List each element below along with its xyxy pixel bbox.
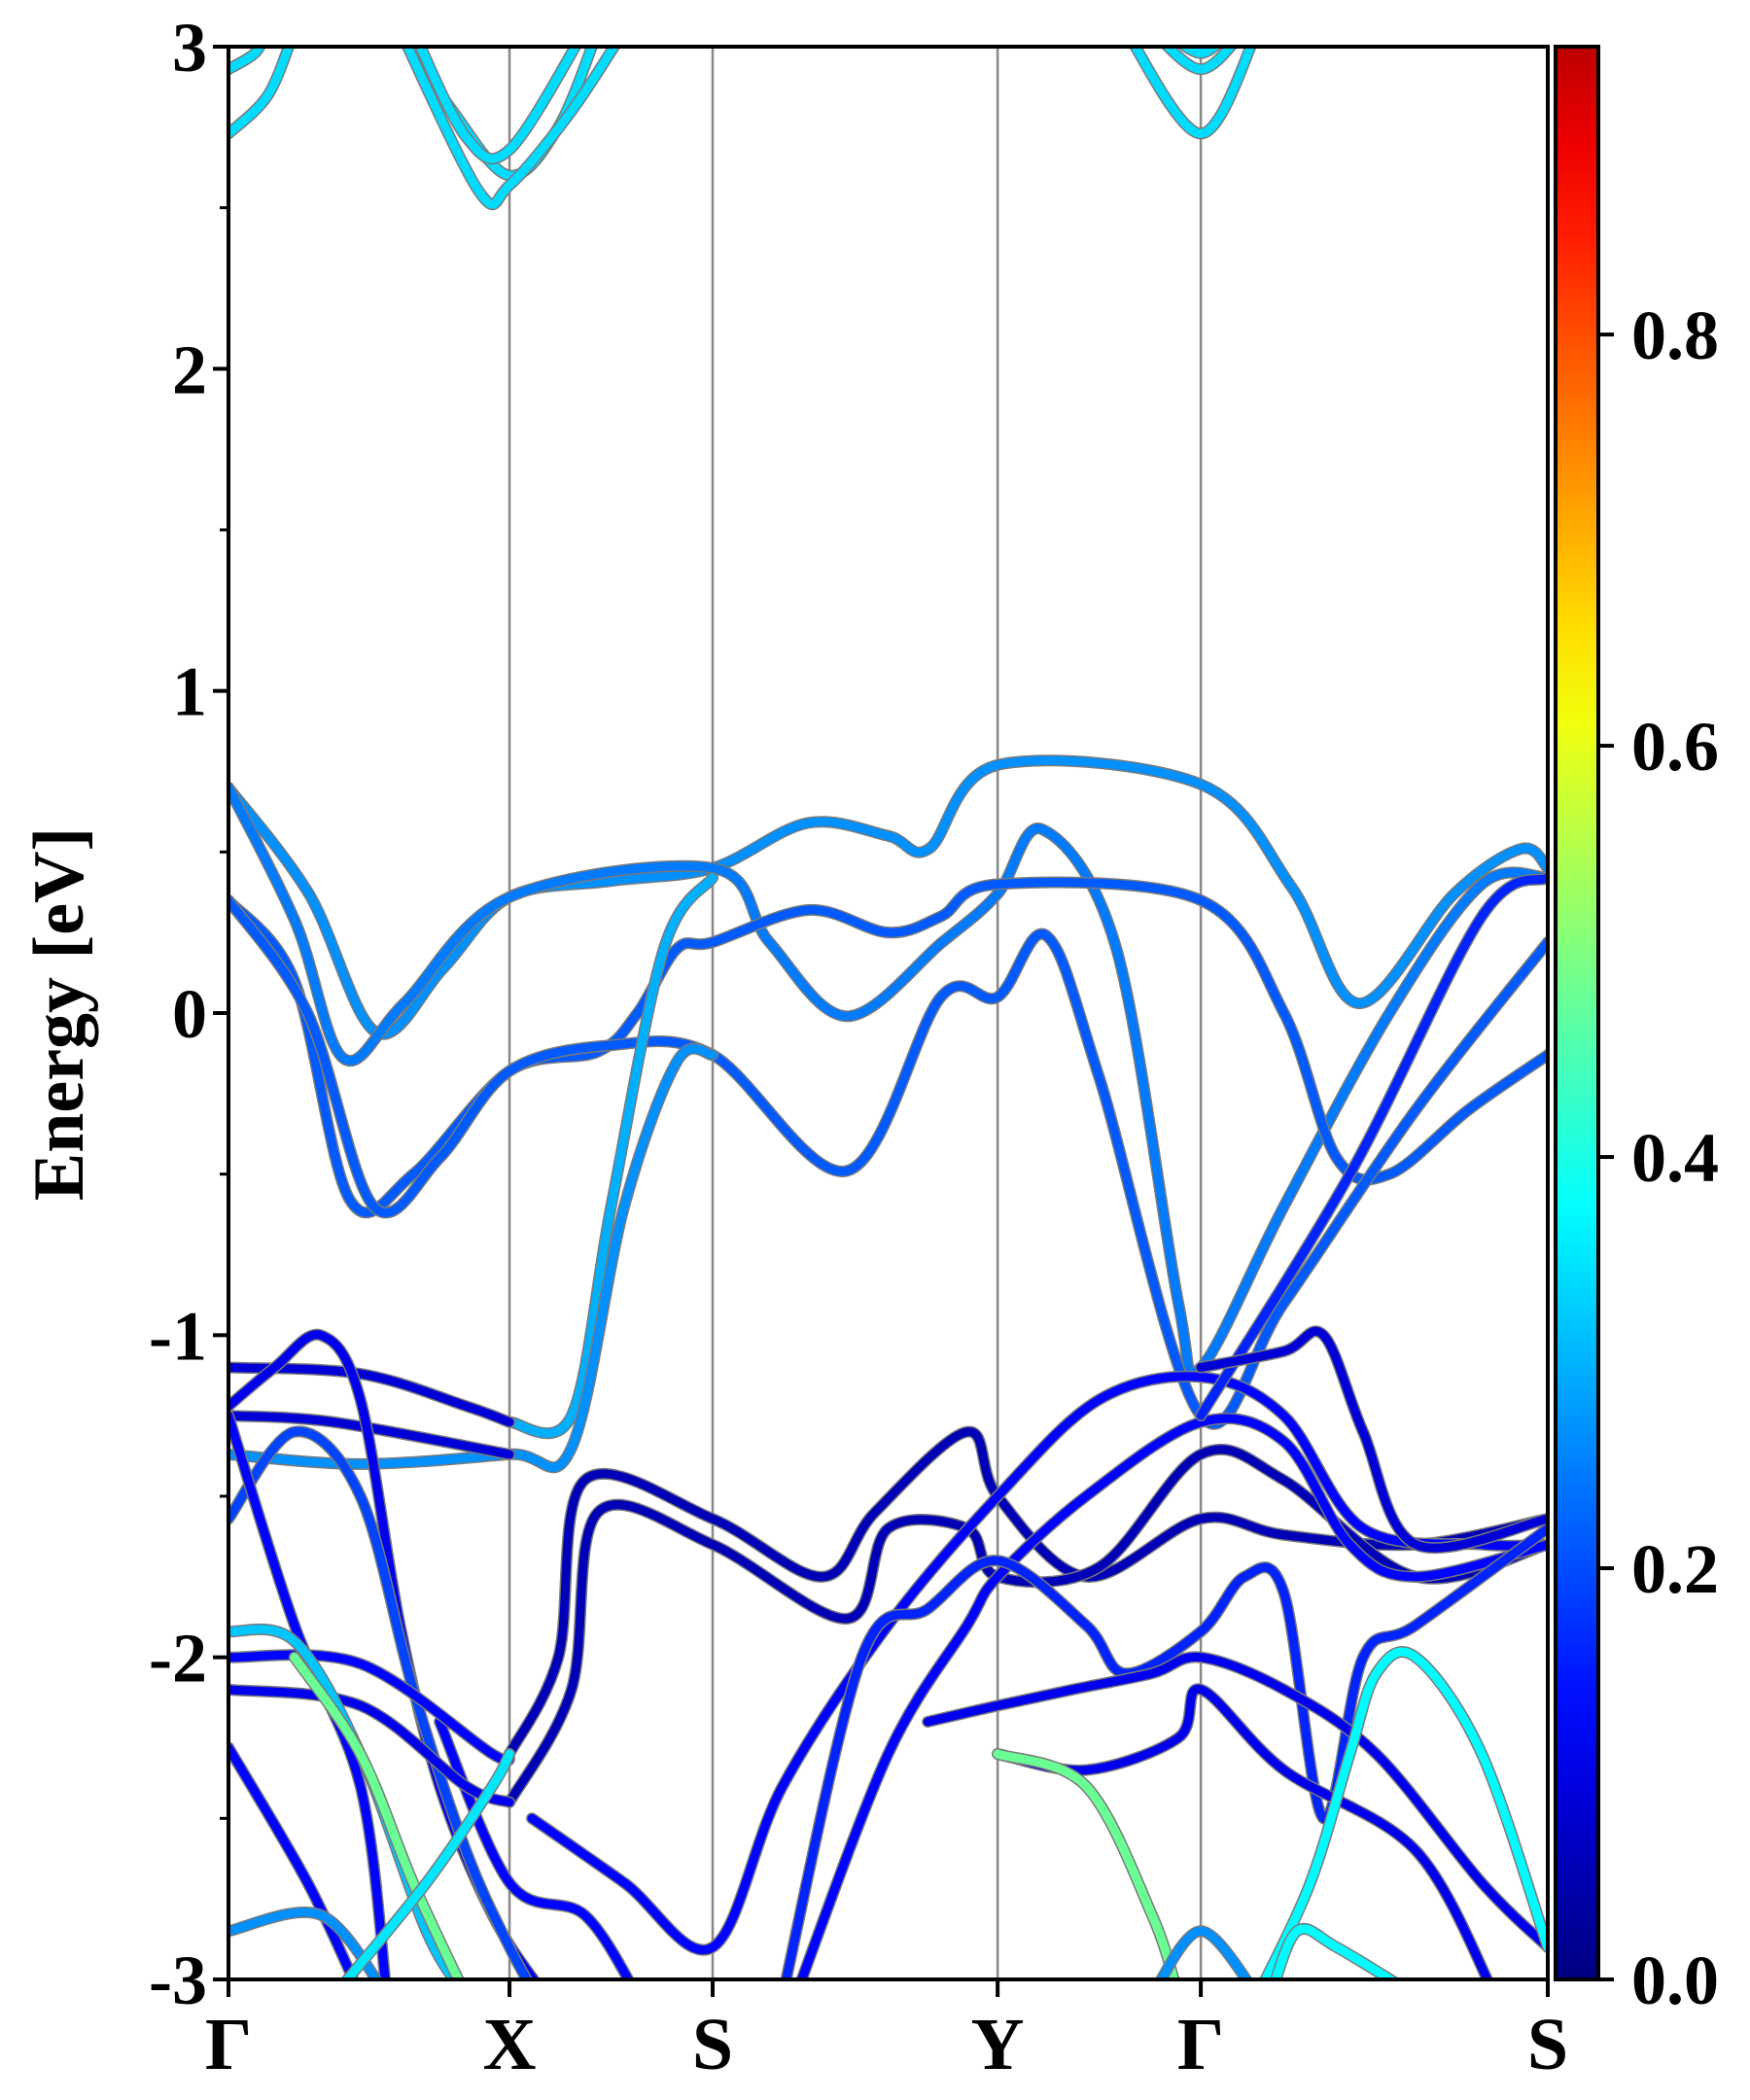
y-axis-label: Energy [eV] — [19, 827, 99, 1201]
band-line — [228, 1908, 382, 1979]
y-tick-label: 1 — [172, 653, 207, 731]
band-34 — [228, 47, 296, 140]
band-line — [1156, 1926, 1252, 1979]
band-line — [527, 1372, 1548, 1954]
colorbar-gradient — [1554, 45, 1600, 1981]
band-24 — [780, 1522, 1548, 1979]
band-outline — [526, 1370, 1548, 1956]
colorbar-tick-label: 0.6 — [1631, 708, 1719, 786]
band-2 — [228, 782, 1548, 1381]
band-line — [993, 1749, 1179, 1979]
band-31 — [1195, 871, 1548, 1422]
y-tick-label: -3 — [149, 1942, 207, 2019]
band-32 — [1195, 1325, 1548, 1555]
band-line — [1196, 873, 1548, 1420]
k-point-label: Γ — [1177, 2004, 1224, 2085]
band-line — [1130, 47, 1256, 138]
band-line — [1260, 1647, 1548, 1979]
band-38 — [1128, 47, 1257, 140]
band-line — [228, 47, 294, 138]
band-outline — [780, 1522, 1548, 1979]
band-22 — [339, 1748, 516, 1979]
band-4 — [228, 894, 1548, 1430]
band-5 — [504, 871, 719, 1440]
band-line — [228, 755, 1548, 1039]
band-15 — [526, 1370, 1548, 1956]
band-8 — [228, 1410, 516, 1460]
y-tick-label: 3 — [172, 9, 207, 87]
band-26 — [992, 1683, 1494, 1979]
band-12 — [504, 1425, 1548, 1761]
band-line — [505, 1427, 1548, 1759]
band-18 — [228, 1741, 360, 1979]
band-outline — [504, 871, 719, 1440]
band-line — [290, 1653, 464, 1979]
band-line — [1162, 47, 1237, 74]
y-tick-label: -2 — [149, 1620, 207, 1698]
band-28 — [1154, 1925, 1253, 1979]
band-line — [228, 895, 1548, 1429]
colorbar-tick-label: 0.4 — [1631, 1119, 1719, 1197]
band-37 — [401, 47, 621, 211]
band-6 — [228, 1042, 719, 1474]
bands — [228, 47, 1548, 1979]
band-line — [228, 47, 265, 74]
colorbar-tick-label: 0.2 — [1631, 1530, 1719, 1608]
band-40 — [1175, 47, 1223, 59]
band-39 — [1159, 47, 1239, 76]
band-20 — [288, 1651, 466, 1979]
band-line — [228, 1742, 359, 1979]
band-line — [228, 1426, 532, 1979]
band-line — [993, 1684, 1492, 1979]
y-axis: -3 -2 -1 0 1 2 3 — [149, 9, 228, 2019]
band-21 — [228, 1906, 383, 1979]
band-36 — [414, 47, 582, 165]
k-point-label: S — [1527, 2004, 1568, 2085]
band-line — [1196, 1326, 1548, 1553]
band-line — [505, 873, 718, 1438]
band-line — [228, 878, 1548, 1217]
y-tick-label: -1 — [149, 1297, 207, 1375]
k-point-label: Γ — [205, 2004, 252, 2085]
k-point-label: X — [483, 2004, 537, 2085]
band-27 — [992, 1748, 1180, 1979]
band-line — [796, 1414, 1548, 1979]
band-29 — [1258, 1646, 1548, 1979]
band-23 — [795, 1412, 1548, 1979]
band-line — [228, 1411, 514, 1459]
k-point-label: S — [692, 2004, 733, 2085]
band-33 — [228, 47, 267, 76]
band-outline — [504, 1425, 1548, 1761]
colorbar-tick-label: 0.8 — [1631, 297, 1719, 374]
band-30 — [1270, 1922, 1402, 1979]
band-1 — [228, 754, 1548, 1040]
band-3 — [228, 876, 1548, 1219]
colorbar-tick-label: 0.0 — [1631, 1942, 1719, 2019]
colorbar: 0.0 0.2 0.4 0.6 0.8 — [1554, 45, 1719, 2019]
band-line — [923, 1652, 1548, 1952]
band-line — [782, 1523, 1548, 1979]
k-point-label: Y — [971, 2004, 1025, 2085]
band-outline — [1195, 1325, 1548, 1555]
band-line — [1271, 1924, 1399, 1979]
y-tick-label: 2 — [172, 331, 207, 408]
band-25 — [922, 1651, 1548, 1953]
y-tick-label: 0 — [172, 975, 207, 1053]
band-line — [402, 47, 619, 209]
band-line — [228, 1044, 718, 1472]
band-line — [1178, 47, 1221, 58]
band-10 — [228, 1425, 534, 1979]
band-line — [228, 783, 1548, 1379]
band-line — [341, 1749, 514, 1979]
band-line — [415, 47, 580, 163]
